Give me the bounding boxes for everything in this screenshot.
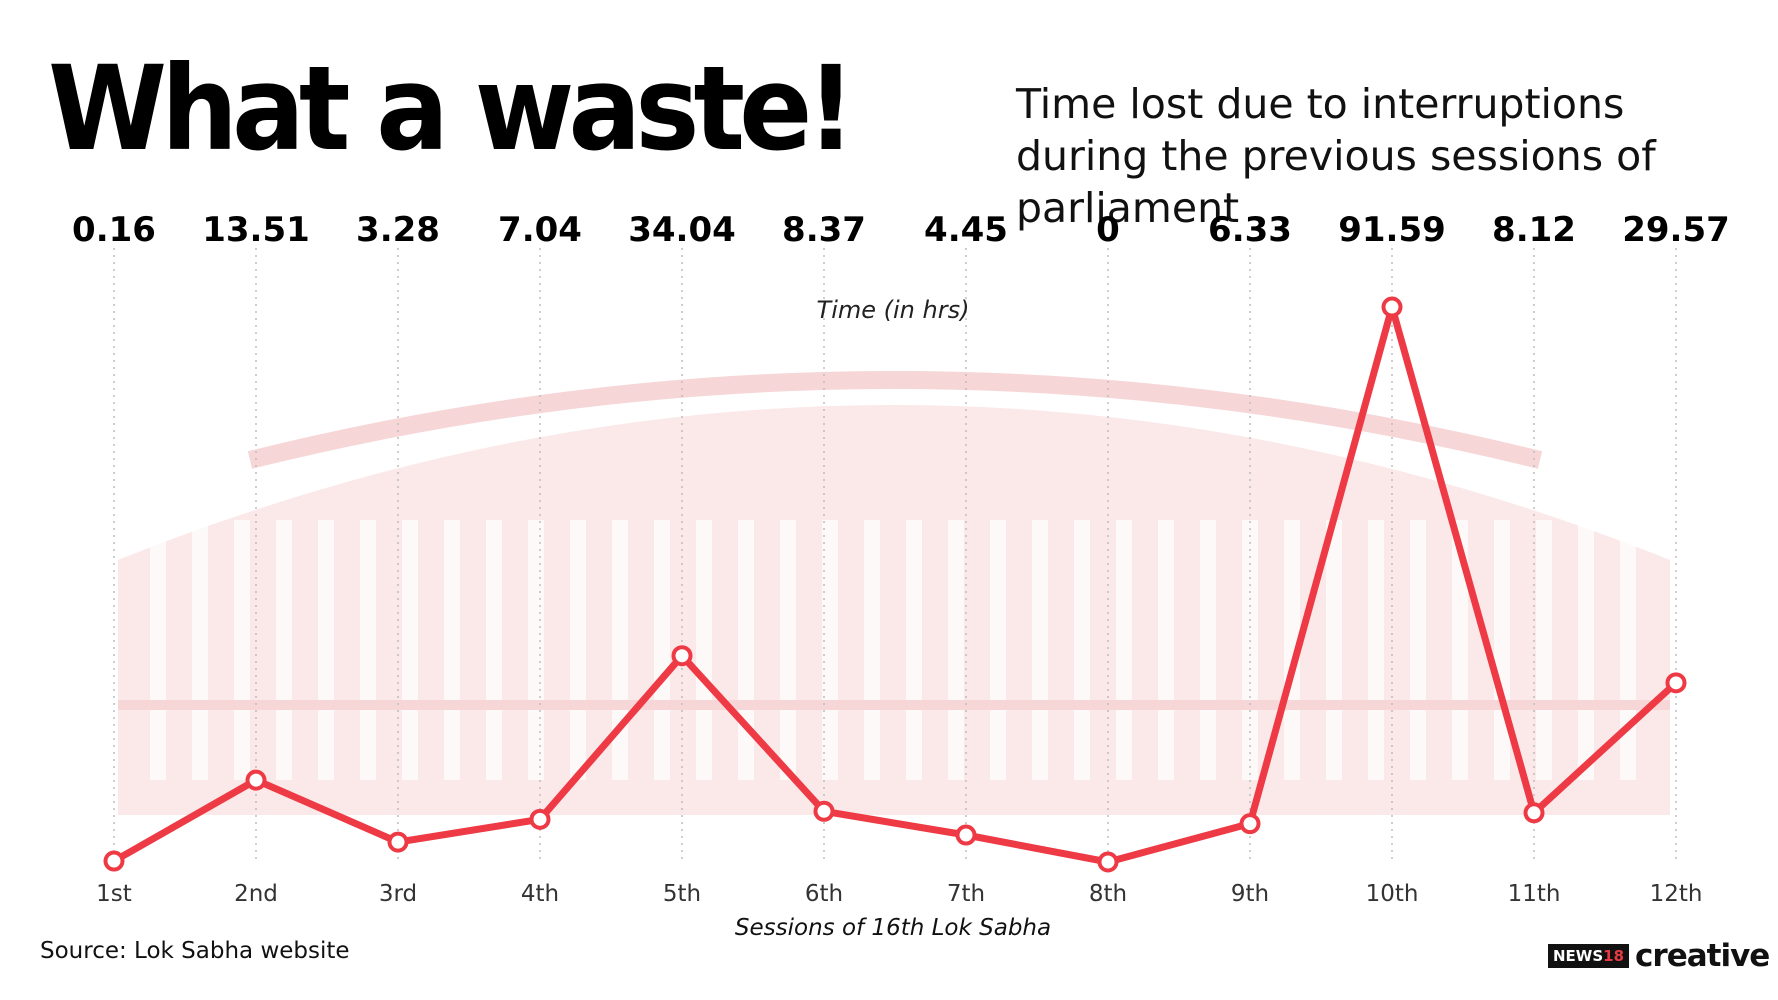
building-column — [1200, 520, 1216, 780]
x-tick-label: 12th — [1650, 881, 1703, 907]
building-column — [360, 520, 376, 780]
data-point — [1239, 813, 1261, 835]
building-column — [864, 520, 880, 780]
x-tick-label: 3rd — [379, 881, 417, 907]
x-tick-label: 5th — [663, 881, 701, 907]
y-axis-label: Time (in hrs) — [817, 296, 970, 324]
building-column — [150, 520, 166, 780]
data-point — [1523, 802, 1545, 824]
x-tick-label: 4th — [521, 881, 559, 907]
building-column — [444, 520, 460, 780]
logo-news-text: NEWS — [1553, 947, 1604, 965]
parliament-building-illustration — [118, 371, 1670, 815]
building-column — [1326, 520, 1342, 780]
page-title: What a waste! — [48, 42, 856, 178]
building-column — [612, 520, 628, 780]
value-label: 34.04 — [628, 210, 736, 250]
building-column — [1452, 520, 1468, 780]
data-point — [387, 831, 409, 853]
building-column — [1116, 520, 1132, 780]
building-column — [948, 520, 964, 780]
building-column — [402, 520, 418, 780]
x-tick-label: 11th — [1508, 881, 1561, 907]
building-column — [486, 520, 502, 780]
building-column — [1368, 520, 1384, 780]
value-label: 4.45 — [924, 210, 1008, 250]
value-label: 7.04 — [498, 210, 582, 250]
building-column — [1620, 520, 1636, 780]
x-tick-label: 7th — [947, 881, 985, 907]
value-label: 13.51 — [202, 210, 310, 250]
value-label: 3.28 — [356, 210, 440, 250]
building-column — [906, 520, 922, 780]
building-column — [654, 520, 670, 780]
value-labels: 0.16 13.51 3.28 7.04 34.04 8.37 4.45 0 6.33 91.59… — [72, 210, 1730, 250]
page-subtitle: Time lost due to interruptions during th… — [1016, 80, 1656, 232]
data-point — [813, 800, 835, 822]
data-point — [103, 850, 125, 872]
building-column — [528, 520, 544, 780]
data-point — [1381, 296, 1403, 318]
data-point — [245, 769, 267, 791]
value-label: 29.57 — [1622, 210, 1730, 250]
x-axis-label: Sessions of 16th Lok Sabha — [735, 915, 1051, 941]
building-column — [696, 520, 712, 780]
value-label: 6.33 — [1208, 210, 1292, 250]
building-column — [1494, 520, 1510, 780]
building-column — [234, 520, 250, 780]
building-column — [1242, 520, 1258, 780]
data-point — [955, 824, 977, 846]
x-tick-label: 1st — [96, 881, 132, 907]
building-column — [1578, 520, 1594, 780]
building-column — [192, 520, 208, 780]
building-column — [570, 520, 586, 780]
data-point — [1097, 851, 1119, 873]
building-column — [1536, 520, 1552, 780]
x-tick-label: 9th — [1231, 881, 1269, 907]
value-label: 0 — [1096, 210, 1120, 250]
value-label: 8.37 — [782, 210, 866, 250]
building-column — [1410, 520, 1426, 780]
building-ledge — [118, 700, 1670, 710]
building-column — [738, 520, 754, 780]
value-label: 0.16 — [72, 210, 156, 250]
building-column — [1284, 520, 1300, 780]
building-column — [276, 520, 292, 780]
building-column — [822, 520, 838, 780]
building-column — [1074, 520, 1090, 780]
x-axis-tick-labels: 1st 2nd 3rd 4th 5th 6th 7th 8th 9th 10th 11th 12th — [96, 881, 1702, 907]
logo-news-number: 18 — [1603, 947, 1625, 965]
building-column — [318, 520, 334, 780]
building-column — [780, 520, 796, 780]
logo-creative-text: creative — [1635, 938, 1770, 974]
x-tick-label: 8th — [1089, 881, 1127, 907]
source-note: Source: Lok Sabha website — [40, 938, 350, 964]
value-label: 8.12 — [1492, 210, 1576, 250]
data-point — [671, 645, 693, 667]
brand-logo: NEWS18 creative — [1548, 938, 1770, 974]
logo-news-badge: NEWS18 — [1548, 944, 1630, 968]
value-label: 91.59 — [1338, 210, 1446, 250]
x-tick-label: 6th — [805, 881, 843, 907]
gridlines — [113, 248, 1677, 862]
building-column — [990, 520, 1006, 780]
data-point — [529, 808, 551, 830]
data-points — [103, 296, 1687, 873]
x-tick-label: 10th — [1366, 881, 1419, 907]
building-column — [1032, 520, 1048, 780]
building-column — [1158, 520, 1174, 780]
data-point — [1665, 672, 1687, 694]
series-line — [110, 303, 1680, 866]
x-tick-label: 2nd — [234, 881, 278, 907]
building-roofline — [247, 371, 1543, 469]
